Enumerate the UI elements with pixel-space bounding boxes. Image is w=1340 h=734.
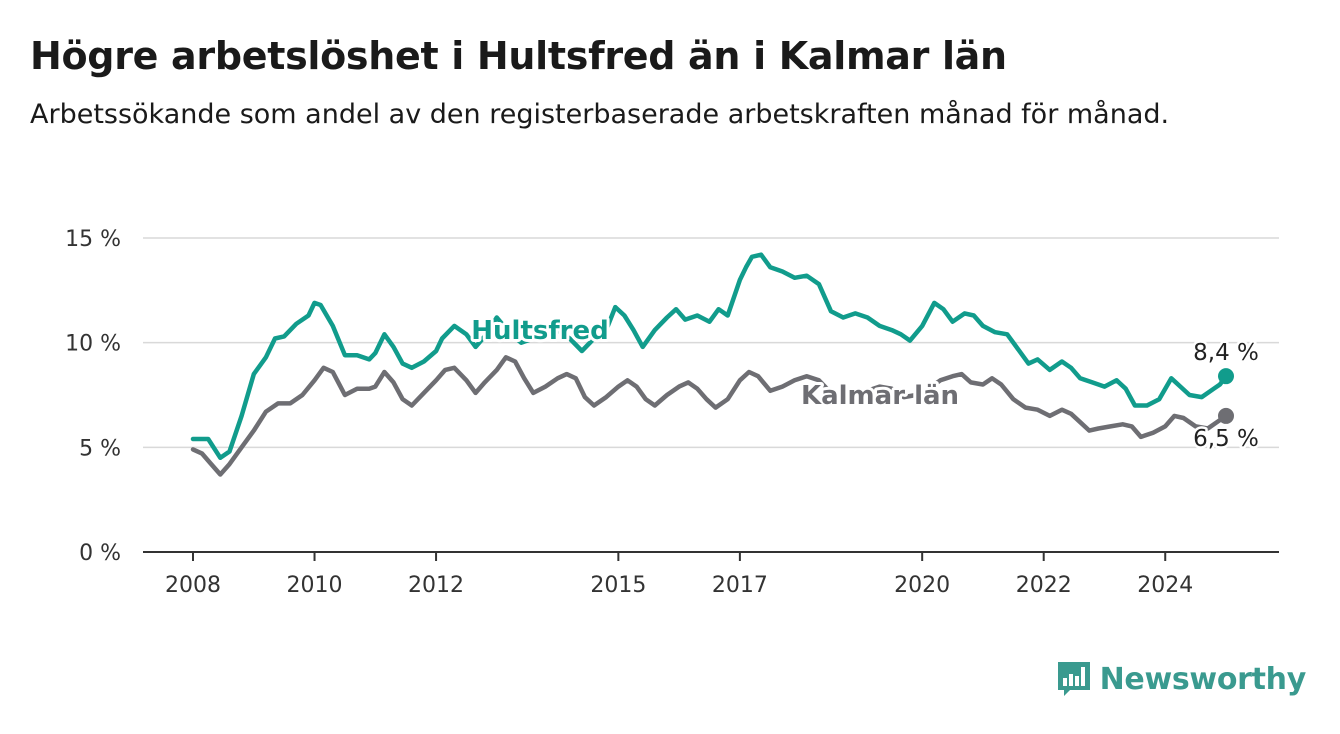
bar-chart-logo-icon bbox=[1057, 662, 1090, 696]
x-tick-label: 2017 bbox=[712, 573, 768, 598]
brand-logo: Newsworthy bbox=[1056, 660, 1306, 698]
y-tick-label: 0 % bbox=[79, 541, 121, 566]
end-value-label-kalmar-lan: 6,5 % bbox=[1193, 426, 1259, 452]
x-tick-label: 2022 bbox=[1016, 573, 1072, 598]
end-value-label-hultsfred: 8,4 % bbox=[1193, 340, 1259, 366]
page-title: Högre arbetslöshet i Hultsfred än i Kalm… bbox=[30, 34, 1007, 78]
series-line-kalmar-lan bbox=[190, 355, 1229, 477]
y-axis-ticks: 0 % 5 % 10 % 15 % bbox=[65, 227, 121, 566]
chart-subtitle: Arbetssökande som andel av den registerb… bbox=[30, 99, 1170, 130]
brand-name: Newsworthy bbox=[1099, 661, 1307, 697]
series-labels: 6,5 % 8,4 % Hultsfred Kalmar län bbox=[468, 313, 1261, 454]
x-tick-label: 2024 bbox=[1137, 573, 1193, 598]
end-point-hultsfred bbox=[1218, 368, 1234, 385]
x-axis-ticks: 2008 2010 2012 2015 2017 2020 2022 2024 bbox=[165, 552, 1193, 598]
x-tick-label: 2015 bbox=[590, 573, 646, 598]
x-tick-label: 2020 bbox=[894, 573, 950, 598]
series-line-hultsfred bbox=[190, 252, 1229, 461]
end-point-kalmar-lan bbox=[1218, 407, 1234, 424]
y-tick-label: 15 % bbox=[65, 227, 121, 252]
series-name-kalmar-lan: Kalmar län bbox=[801, 381, 959, 411]
series-name-hultsfred: Hultsfred bbox=[471, 316, 608, 346]
x-tick-label: 2008 bbox=[165, 573, 221, 598]
x-tick-label: 2012 bbox=[408, 573, 464, 598]
y-tick-label: 5 % bbox=[79, 436, 121, 461]
gridlines bbox=[143, 237, 1279, 553]
x-tick-label: 2010 bbox=[287, 573, 343, 598]
y-tick-label: 10 % bbox=[65, 332, 121, 357]
series-lines bbox=[190, 252, 1234, 477]
